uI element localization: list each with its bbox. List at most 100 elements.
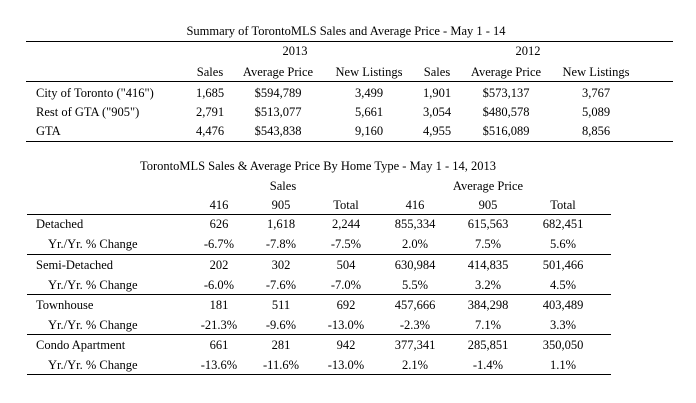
- summary-cell: $513,077: [254, 105, 302, 119]
- summary-year-2013: 2013: [282, 44, 308, 58]
- hometype-cell: 4.5%: [549, 278, 577, 292]
- summary-row-label: Rest of GTA ("905"): [36, 105, 140, 119]
- hometype-cell: -6.0%: [203, 278, 235, 292]
- summary-cell: 5,089: [581, 105, 611, 119]
- hometype-cell: 504: [336, 258, 356, 272]
- summary-cell: $594,789: [254, 86, 302, 100]
- hometype-cell: -13.0%: [327, 358, 365, 372]
- summary-title: Summary of TorontoMLS Sales and Average …: [186, 24, 506, 38]
- summary-cell: 8,856: [581, 124, 611, 138]
- hometype-cell: 457,666: [394, 298, 436, 312]
- summary-header-avg-price-2012: Average Price: [470, 65, 542, 79]
- hometype-cell: 692: [336, 298, 356, 312]
- hometype-cell: 1,618: [266, 217, 296, 231]
- hometype-cell: 682,451: [542, 217, 584, 231]
- hometype-row-rule: [27, 254, 611, 255]
- summary-cell: $573,137: [482, 86, 530, 100]
- hometype-cell: 202: [209, 258, 229, 272]
- hometype-cell: 1.1%: [549, 358, 577, 372]
- hometype-cell: 285,851: [467, 338, 509, 352]
- summary-cell: 4,476: [195, 124, 225, 138]
- hometype-cell: 855,334: [394, 217, 436, 231]
- summary-cell: 1,685: [195, 86, 225, 100]
- hometype-group-average-price: Average Price: [452, 179, 524, 193]
- hometype-row-label: Yr./Yr. % Change: [48, 318, 138, 332]
- summary-cell: 4,955: [422, 124, 452, 138]
- hometype-cell: 3.3%: [549, 318, 577, 332]
- hometype-header-905-sales: 905: [271, 198, 291, 212]
- hometype-cell: 661: [209, 338, 229, 352]
- hometype-cell: 511: [271, 298, 291, 312]
- summary-header-new-listings-2012: New Listings: [562, 65, 630, 79]
- hometype-row-rule: [27, 294, 611, 295]
- summary-cell: $516,089: [482, 124, 530, 138]
- hometype-cell: -13.0%: [327, 318, 365, 332]
- hometype-cell: 7.5%: [474, 237, 502, 251]
- hometype-cell: 501,466: [542, 258, 584, 272]
- hometype-row-label: Yr./Yr. % Change: [48, 358, 138, 372]
- hometype-header-905-price: 905: [478, 198, 498, 212]
- hometype-cell: -7.6%: [265, 278, 297, 292]
- hometype-cell: 281: [271, 338, 291, 352]
- hometype-cell: 5.6%: [549, 237, 577, 251]
- hometype-cell: 414,835: [467, 258, 509, 272]
- summary-cell: 3,767: [581, 86, 611, 100]
- summary-bottom-rule: [26, 141, 673, 142]
- hometype-header-total-sales: Total: [333, 198, 359, 212]
- hometype-cell: -21.3%: [200, 318, 238, 332]
- hometype-cell: 403,489: [542, 298, 584, 312]
- summary-cell: 1,901: [422, 86, 452, 100]
- hometype-row-label: Townhouse: [36, 298, 94, 312]
- summary-row-label: City of Toronto ("416"): [36, 86, 154, 100]
- summary-cell: 2,791: [195, 105, 225, 119]
- summary-header-new-listings-2013: New Listings: [335, 65, 403, 79]
- summary-cell: 3,499: [354, 86, 384, 100]
- hometype-row-label: Yr./Yr. % Change: [48, 237, 138, 251]
- hometype-cell: -11.6%: [263, 358, 299, 372]
- hometype-row-label: Condo Apartment: [36, 338, 126, 352]
- summary-cell: 9,160: [354, 124, 384, 138]
- hometype-cell: 350,050: [542, 338, 584, 352]
- hometype-cell: 7.1%: [474, 318, 502, 332]
- hometype-cell: -9.6%: [265, 318, 297, 332]
- hometype-header-416-sales: 416: [209, 198, 229, 212]
- hometype-cell: 942: [336, 338, 356, 352]
- hometype-row-rule: [27, 334, 611, 335]
- summary-cell: $543,838: [254, 124, 302, 138]
- hometype-cell: 626: [209, 217, 229, 231]
- hometype-cell: 630,984: [394, 258, 436, 272]
- hometype-row-label: Yr./Yr. % Change: [48, 278, 138, 292]
- hometype-cell: 2.1%: [401, 358, 429, 372]
- summary-header-sales-2012: Sales: [423, 65, 451, 79]
- hometype-cell: 3.2%: [474, 278, 502, 292]
- summary-cell: $480,578: [482, 105, 530, 119]
- hometype-cell: -13.6%: [200, 358, 238, 372]
- hometype-cell: -7.0%: [330, 278, 362, 292]
- hometype-row-label: Semi-Detached: [36, 258, 114, 272]
- hometype-cell: -2.3%: [399, 318, 431, 332]
- hometype-cell: 2.0%: [401, 237, 429, 251]
- hometype-title: TorontoMLS Sales & Average Price By Home…: [139, 159, 497, 173]
- summary-header-sales-2013: Sales: [196, 65, 224, 79]
- summary-cell: 5,661: [354, 105, 384, 119]
- hometype-cell: 181: [209, 298, 229, 312]
- hometype-header-total-price: Total: [550, 198, 576, 212]
- hometype-cell: -6.7%: [203, 237, 235, 251]
- hometype-cell: 2,244: [331, 217, 361, 231]
- summary-cell: 3,054: [422, 105, 452, 119]
- hometype-cell: 384,298: [467, 298, 509, 312]
- hometype-cell: -1.4%: [472, 358, 504, 372]
- hometype-cell: 615,563: [467, 217, 509, 231]
- hometype-cell: -7.8%: [265, 237, 297, 251]
- hometype-header-416-price: 416: [405, 198, 425, 212]
- summary-header-avg-price-2013: Average Price: [242, 65, 314, 79]
- hometype-header-rule: [27, 214, 611, 215]
- hometype-group-sales: Sales: [269, 179, 297, 193]
- summary-title-rule: [26, 41, 673, 42]
- summary-header-rule: [26, 81, 673, 82]
- hometype-cell: 302: [271, 258, 291, 272]
- summary-year-2012: 2012: [515, 44, 541, 58]
- hometype-bottom-rule: [27, 374, 611, 375]
- hometype-cell: -7.5%: [330, 237, 362, 251]
- hometype-cell: 377,341: [394, 338, 436, 352]
